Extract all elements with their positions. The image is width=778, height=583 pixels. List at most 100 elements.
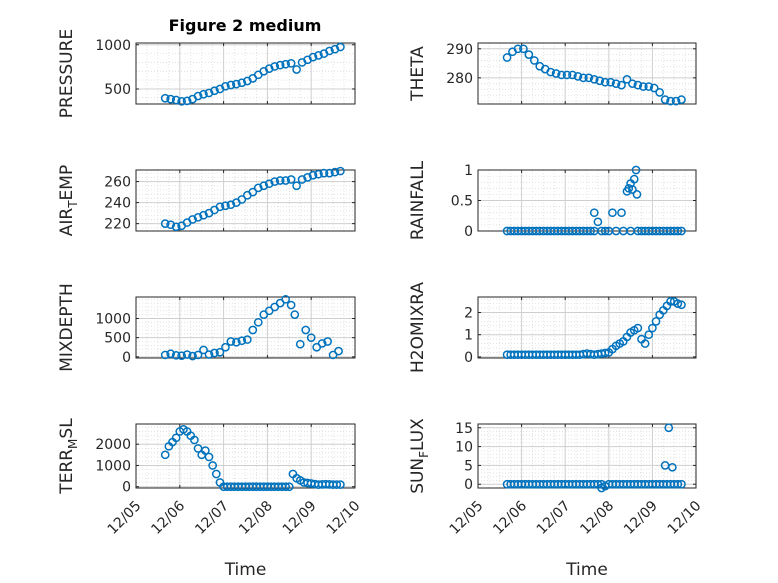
y-tick-label: 5 [464, 458, 473, 474]
x-tick-label: 12/09 [621, 498, 661, 538]
data-point [188, 351, 197, 361]
data-point [622, 74, 632, 84]
data-point [330, 167, 340, 177]
subplot-mixdepth: 0 500 1000 MIXDEPTH [57, 283, 356, 372]
data-point [221, 342, 230, 352]
data-point [668, 462, 677, 472]
y-tick-label: 220 [104, 217, 131, 233]
data-point [248, 325, 258, 335]
data-point [584, 73, 594, 83]
subplot-pressure: 500 1000 PRESSURE [57, 29, 356, 118]
data-point [232, 337, 241, 347]
data-point [644, 330, 654, 340]
data-point [208, 461, 217, 470]
data-point [629, 174, 639, 184]
data-point [286, 300, 296, 310]
data-point [199, 89, 208, 99]
data-point [275, 60, 285, 70]
x-tick-label: 12/10 [665, 498, 705, 538]
data-point [281, 59, 290, 69]
data-point [226, 337, 236, 346]
data-point [593, 217, 603, 227]
x-tick-label: 12/06 [490, 498, 530, 538]
data-point [633, 323, 643, 333]
data-point [242, 335, 252, 344]
plot-area [136, 424, 355, 488]
y-tick-label: 280 [446, 71, 473, 87]
y-tick-label: 0 [464, 350, 473, 366]
y-tick-label: 2000 [95, 437, 131, 453]
data-point [606, 77, 615, 87]
subplot-terr-msl: 0 1000 2000 12/05 12/06 12/07 12/08 12/09 12/10 T… [57, 418, 363, 580]
y-tick-label: 0 [122, 480, 131, 496]
data-point [275, 176, 285, 185]
data-point [199, 345, 208, 355]
data-point [308, 170, 318, 180]
axes-box [135, 42, 356, 105]
data-point [319, 168, 329, 178]
data-point [628, 79, 637, 89]
data-point [671, 96, 681, 106]
x-axis-label: Time [224, 560, 267, 580]
x-tick-label: 12/09 [280, 498, 320, 538]
y-axis-label: RAINFALL [408, 160, 428, 240]
data-point [190, 435, 199, 445]
data-point [253, 183, 263, 193]
data-point [303, 173, 312, 182]
data-point [551, 69, 561, 78]
data-point [290, 310, 300, 319]
data-point [237, 195, 247, 204]
data-point [221, 81, 230, 91]
data-point [281, 294, 290, 304]
data-point [557, 70, 566, 80]
x-tick-label: 12/06 [148, 498, 188, 538]
data-point [204, 88, 214, 98]
data-point [160, 450, 170, 460]
data-point [281, 482, 290, 492]
data-point [215, 202, 225, 212]
y-tick-label: 0 [122, 350, 131, 366]
x-axis-label: Time [565, 560, 608, 580]
data-point [204, 452, 214, 462]
x-tick-label: 12/10 [324, 498, 364, 538]
data-point [332, 480, 342, 489]
y-tick-label: 1000 [95, 311, 131, 327]
data-point [259, 181, 269, 191]
data-point [579, 73, 588, 83]
data-point [286, 58, 296, 68]
data-point [232, 79, 241, 89]
data-point [664, 423, 674, 433]
x-tick-label: 12/05 [105, 498, 145, 538]
data-point [323, 337, 332, 346]
plot-area [478, 424, 696, 488]
data-point [660, 95, 670, 104]
axes-box [477, 42, 697, 105]
data-point [595, 76, 605, 86]
data-point [519, 44, 528, 54]
data-point [673, 479, 683, 489]
y-tick-label: 0 [464, 477, 473, 493]
data-point [286, 175, 296, 184]
data-point [336, 42, 345, 52]
data-point [171, 433, 181, 443]
data-point [314, 51, 323, 60]
subplot-h2omixra: 0 1 2 H2OMIXRA [408, 282, 697, 373]
data-point [611, 79, 621, 89]
y-tick-label: 290 [446, 42, 473, 58]
axes-box [477, 296, 697, 359]
y-axis-label: AIRTEMP [57, 165, 80, 236]
data-point [586, 226, 595, 236]
data-point [295, 339, 305, 349]
data-point [308, 52, 318, 62]
data-point [589, 208, 599, 218]
data-point [270, 62, 280, 71]
data-point [210, 86, 219, 96]
data-point [640, 339, 650, 348]
data-point [177, 96, 186, 106]
data-point [648, 323, 657, 333]
subplot-rainfall: 0 0.5 1 RAINFALL [408, 160, 697, 240]
data-point [210, 348, 219, 358]
y-tick-label: 1 [464, 328, 473, 344]
data-point [677, 95, 686, 104]
data-point [237, 336, 247, 346]
